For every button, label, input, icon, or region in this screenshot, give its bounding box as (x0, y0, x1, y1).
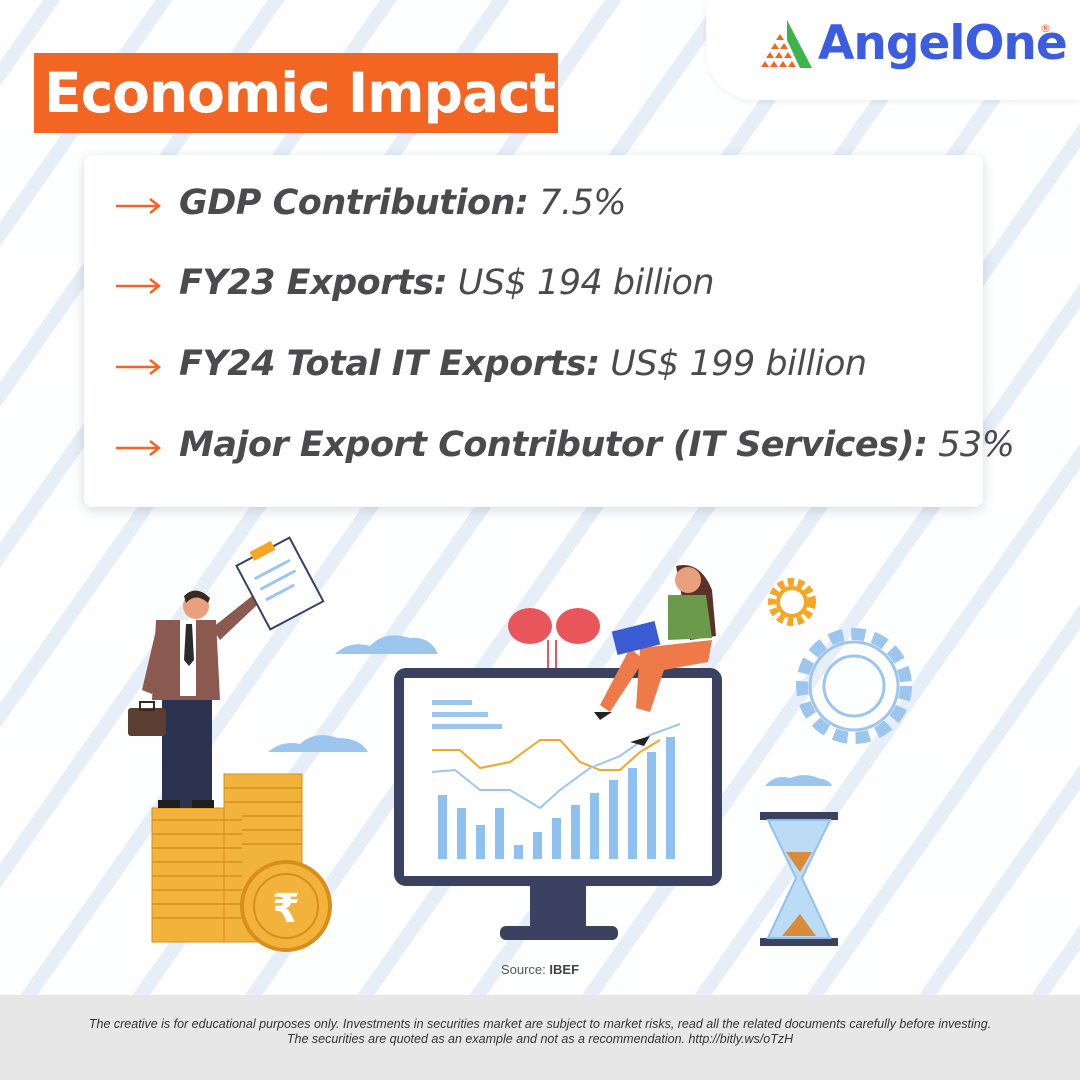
right-arrow-icon (116, 440, 162, 456)
woman-with-laptop-icon (594, 565, 716, 746)
stat-value: 53% (938, 425, 1015, 465)
illustration: ₹ (128, 536, 912, 952)
cloud-icon (335, 635, 438, 654)
stat-row: GDP Contribution: 7.5% (84, 183, 983, 233)
rupee-coin-icon: ₹ (240, 860, 332, 952)
svg-text:₹: ₹ (272, 886, 300, 932)
stat-text: Major Export Contributor (IT Services): … (179, 425, 1015, 465)
right-arrow-icon (116, 198, 162, 214)
stat-row: Major Export Contributor (IT Services): … (84, 425, 1015, 475)
businessman-icon (128, 590, 258, 808)
disclaimer-line-2: The securities are quoted as an example … (286, 1032, 794, 1046)
brain-icon (508, 608, 600, 670)
stat-separator: : (586, 344, 600, 384)
stat-separator: : (433, 263, 448, 303)
stats-panel: GDP Contribution: 7.5% FY23 Exports: US$… (84, 155, 1015, 507)
disclaimer: The creative is for educational purposes… (30, 1017, 1050, 1047)
title-banner: Economic Impact (34, 53, 558, 133)
monitor-icon (394, 668, 722, 940)
source-name: IBEF (549, 962, 580, 977)
brand-name: AngelOne (818, 16, 1068, 71)
source-prefix: Source: (500, 962, 546, 977)
stat-value: US$ 194 billion (457, 263, 715, 303)
stat-value: 7.5% (539, 183, 626, 223)
gear-icon (768, 578, 816, 626)
right-arrow-icon (116, 359, 162, 375)
gear-icon (796, 628, 912, 744)
clipboard-icon (235, 536, 325, 631)
page-title: Economic Impact (44, 61, 556, 125)
right-arrow-icon (116, 278, 162, 294)
cloud-icon (268, 735, 368, 752)
cloud-icon (765, 775, 832, 786)
registered-mark: ® (1040, 22, 1051, 35)
stat-label: Major Export Contributor (IT Services) (179, 425, 914, 465)
stat-row: FY24 Total IT Exports: US$ 199 billion (84, 344, 983, 394)
angelone-logo-icon (761, 20, 812, 68)
source-note: Source: IBEF (0, 962, 1080, 977)
hourglass-icon (760, 812, 838, 946)
stat-separator: : (514, 183, 529, 223)
stat-separator: : (913, 425, 928, 465)
stat-label: GDP Contribution (179, 183, 515, 223)
stat-text: GDP Contribution: 7.5% (179, 183, 626, 223)
footer: The creative is for educational purposes… (0, 995, 1080, 1080)
stat-value: US$ 199 billion (610, 344, 867, 384)
stat-label: FY23 Exports (179, 263, 434, 303)
stat-text: FY24 Total IT Exports: US$ 199 billion (179, 344, 867, 384)
brand-header: AngelOne ® (706, 0, 1080, 100)
stat-text: FY23 Exports: US$ 194 billion (179, 263, 715, 303)
stat-label: FY24 Total IT Exports (179, 344, 587, 384)
disclaimer-line-1: The creative is for educational purposes… (88, 1017, 992, 1031)
stat-row: FY23 Exports: US$ 194 billion (84, 263, 983, 313)
